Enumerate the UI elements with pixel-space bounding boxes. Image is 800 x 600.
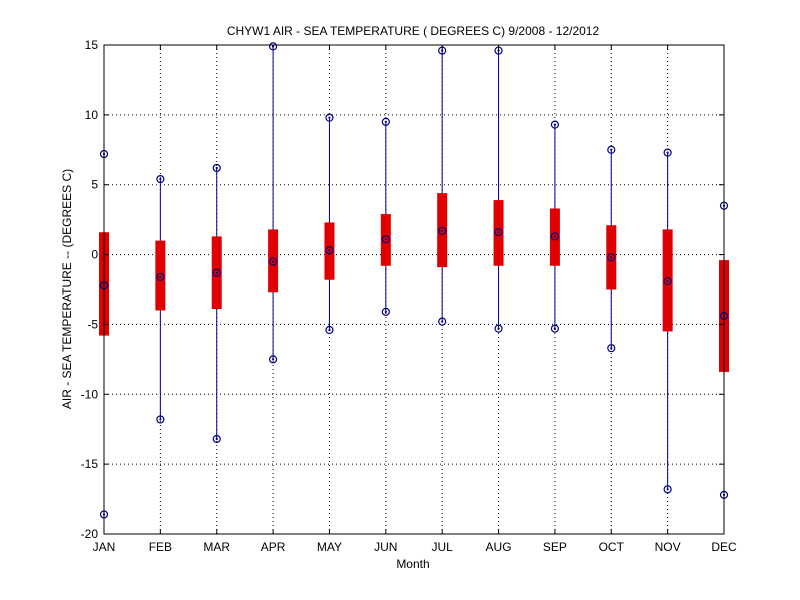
x-tick-label: NOV	[655, 540, 681, 554]
max-marker-dot	[666, 151, 669, 154]
axes: JAN FEB MAR APR MAY JUN JUL AUG SEP OCT NOV DEC -20 -…	[81, 38, 737, 554]
min-marker-dot	[441, 320, 444, 323]
median-marker	[438, 226, 447, 235]
median-marker-dot	[666, 280, 669, 283]
y-axis-label: AIR - SEA TEMPERATURE -- (DEGREES C)	[60, 169, 74, 409]
min-marker-dot	[215, 437, 218, 441]
median-marker	[212, 268, 221, 277]
median-marker	[325, 246, 334, 255]
y-tick-label: -10	[81, 387, 99, 401]
max-marker	[381, 117, 390, 126]
y-tick-label: 0	[91, 248, 98, 262]
median-marker	[156, 272, 165, 282]
chart-title: CHYW1 AIR - SEA TEMPERATURE ( DEGREES C)…	[227, 24, 600, 38]
max-marker-dot	[553, 123, 557, 126]
max-marker	[607, 145, 616, 154]
min-marker-dot	[271, 358, 275, 361]
min-marker	[212, 434, 221, 444]
min-marker-dot	[159, 418, 162, 421]
min-marker-dot	[553, 327, 557, 330]
x-tick-label: JAN	[93, 540, 116, 554]
max-marker-dot	[215, 166, 218, 170]
min-marker	[494, 324, 503, 333]
y-tick-label: 5	[91, 178, 98, 192]
min-marker	[607, 344, 616, 353]
min-marker	[381, 307, 390, 316]
max-marker-dot	[441, 49, 444, 52]
max-marker-dot	[159, 178, 162, 181]
x-tick-label: MAY	[317, 540, 342, 554]
x-tick-label: JUN	[374, 540, 397, 554]
x-tick-label: FEB	[149, 540, 172, 554]
min-marker	[325, 325, 334, 335]
median-marker-dot	[441, 229, 444, 232]
max-marker-dot	[384, 120, 387, 123]
x-tick-label: DEC	[711, 540, 737, 554]
max-marker-dot	[497, 49, 500, 52]
median-marker	[663, 277, 672, 286]
x-tick-label: MAR	[203, 540, 230, 554]
x-tick-label: APR	[261, 540, 286, 554]
x-tick-label: SEP	[543, 540, 567, 554]
median-marker-dot	[497, 231, 500, 234]
y-tick-label: -15	[81, 457, 99, 471]
max-marker	[663, 148, 672, 157]
min-marker	[438, 317, 447, 326]
median-marker	[607, 253, 616, 262]
x-tick-label: JUL	[432, 540, 454, 554]
median-marker-dot	[215, 271, 218, 274]
x-tick-label: OCT	[599, 540, 625, 554]
min-marker	[550, 324, 560, 333]
median-marker-dot	[384, 238, 387, 241]
min-marker	[156, 415, 165, 424]
median-marker	[494, 228, 503, 237]
max-marker	[550, 120, 560, 129]
min-marker-dot	[610, 347, 613, 350]
median-marker	[381, 235, 390, 244]
max-marker	[156, 175, 165, 184]
iqr-box	[155, 240, 166, 311]
plot-frame	[103, 44, 725, 535]
min-marker	[663, 485, 672, 494]
median-marker-dot	[271, 260, 275, 263]
x-axis-label: Month	[396, 557, 429, 571]
min-marker-dot	[497, 327, 500, 330]
median-marker-dot	[328, 249, 331, 252]
median-marker	[550, 232, 560, 241]
median-marker	[268, 257, 278, 266]
median-marker-dot	[610, 256, 613, 259]
max-marker	[212, 163, 221, 173]
max-marker-dot	[328, 116, 331, 119]
min-marker-dot	[384, 310, 387, 313]
y-tick-label: -20	[81, 527, 99, 541]
x-tick-label: AUG	[486, 540, 512, 554]
min-marker-dot	[328, 328, 331, 332]
min-marker-dot	[666, 488, 669, 491]
median-marker-dot	[553, 235, 557, 238]
max-marker-dot	[610, 148, 613, 151]
y-tick-label: 15	[85, 38, 99, 52]
y-tick-label: 10	[85, 108, 99, 122]
median-marker-dot	[159, 275, 162, 279]
min-marker	[268, 355, 278, 364]
max-marker	[325, 113, 334, 122]
y-tick-label: -5	[87, 317, 98, 331]
